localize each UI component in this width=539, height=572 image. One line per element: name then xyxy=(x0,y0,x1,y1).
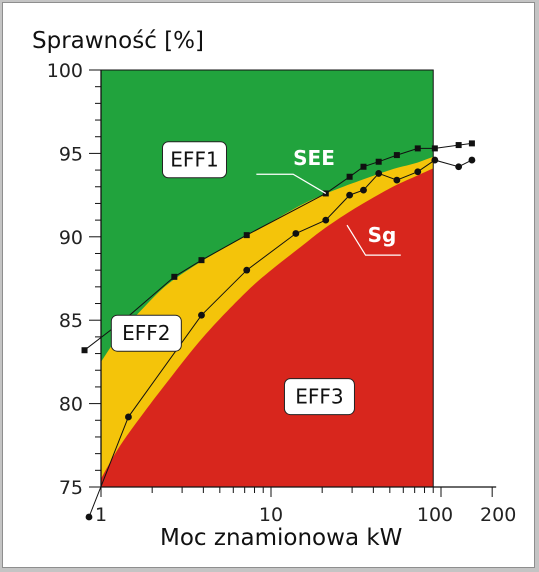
series-point-sg xyxy=(125,413,132,421)
labels-layer: EFF1 EFF2 EFF3 SEE Sg xyxy=(110,141,401,416)
series-line-sg xyxy=(88,159,473,518)
series-point-sg xyxy=(198,311,205,319)
regions-layer xyxy=(100,69,434,488)
series-point-sg xyxy=(292,230,300,237)
series-point-sg xyxy=(322,216,330,224)
series-point-sg xyxy=(468,156,476,164)
axes-layer: 75 80 85 90 95 100 1 10 100 200 xyxy=(47,60,517,526)
series-point-see xyxy=(455,142,462,149)
region-label-box-eff3 xyxy=(283,378,355,416)
y-tick-label: 95 xyxy=(59,143,83,165)
series-point-sg xyxy=(346,191,354,199)
series-leader-see xyxy=(256,173,327,194)
x-axis-title: Moc znamionowa kW xyxy=(160,525,402,551)
series-point-see xyxy=(360,163,367,170)
series-point-see xyxy=(171,273,178,280)
y-tick-label: 85 xyxy=(59,310,83,332)
y-tick-label: 75 xyxy=(59,477,83,499)
region-label-box-eff1 xyxy=(161,141,227,179)
region-label-eff2: EFF2 xyxy=(122,321,170,345)
series-point-see xyxy=(375,158,382,165)
region-label-eff1: EFF1 xyxy=(170,148,218,172)
series-point-sg xyxy=(455,163,463,171)
x-tick-label: 1 xyxy=(95,504,107,526)
chart-frame: 75 80 85 90 95 100 1 10 100 200 EFF1 EFF2 EFF3 SEE Sg… xyxy=(2,2,535,568)
series-leader-sg xyxy=(346,224,401,256)
series-point-sg xyxy=(414,168,422,176)
y-tick-label: 100 xyxy=(47,60,83,82)
efficiency-chart: 75 80 85 90 95 100 1 10 100 200 EFF1 EFF2 EFF3 SEE Sg… xyxy=(32,28,517,551)
x-tick-label: 10 xyxy=(259,504,283,526)
series-point-see xyxy=(198,257,205,264)
series-point-sg xyxy=(375,170,383,177)
series-point-see xyxy=(81,347,88,354)
x-tick-label: 100 xyxy=(417,504,453,526)
region-label-eff3: EFF3 xyxy=(295,385,343,409)
y-tick-label: 90 xyxy=(59,227,83,249)
series-point-see xyxy=(243,232,250,239)
series-point-sg xyxy=(393,176,401,184)
region-label-box-eff2 xyxy=(110,314,182,352)
series-point-sg xyxy=(243,266,251,274)
series-point-see xyxy=(468,140,475,147)
y-tick-label: 80 xyxy=(59,394,83,416)
series-label-sg: Sg xyxy=(368,223,397,247)
y-axis-title: Sprawność [%] xyxy=(32,28,204,54)
series-label-see: SEE xyxy=(293,146,335,170)
series-point-sg xyxy=(360,186,367,194)
series-point-see xyxy=(393,152,400,159)
series-point-sg xyxy=(85,513,93,521)
series-point-sg xyxy=(431,156,439,164)
series-point-see xyxy=(431,145,438,152)
x-tick-label: 200 xyxy=(480,504,516,526)
series-point-see xyxy=(414,145,421,152)
series-point-see xyxy=(346,173,353,180)
